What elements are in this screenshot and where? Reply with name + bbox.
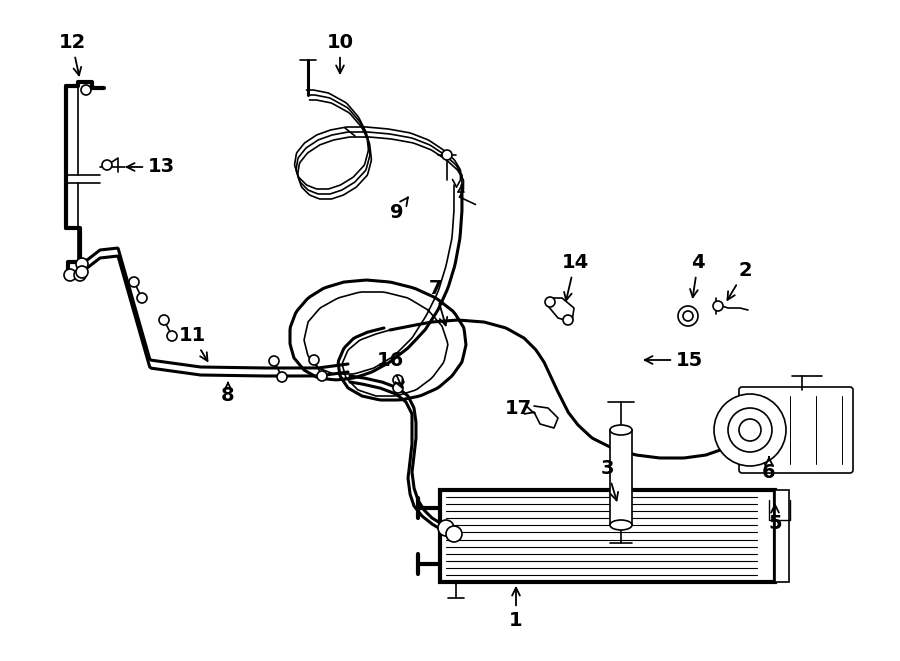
Circle shape: [102, 160, 112, 170]
Text: 2: 2: [727, 261, 752, 300]
Circle shape: [393, 375, 403, 385]
Circle shape: [317, 371, 327, 381]
Text: 17: 17: [505, 399, 535, 418]
Ellipse shape: [610, 520, 632, 530]
Circle shape: [393, 383, 403, 393]
Bar: [440, 490, 775, 582]
Text: 10: 10: [327, 33, 354, 73]
Circle shape: [728, 408, 772, 452]
Text: 4: 4: [690, 253, 705, 297]
Text: 15: 15: [644, 350, 703, 369]
Circle shape: [309, 355, 319, 365]
Circle shape: [137, 293, 147, 303]
Text: 12: 12: [58, 33, 86, 75]
Circle shape: [64, 269, 76, 281]
Circle shape: [81, 85, 91, 95]
Text: 14: 14: [562, 253, 589, 300]
Circle shape: [159, 315, 169, 325]
Text: 1: 1: [509, 588, 523, 630]
Circle shape: [683, 311, 693, 321]
Circle shape: [545, 297, 555, 307]
Text: 5: 5: [769, 505, 782, 533]
Text: 11: 11: [178, 326, 208, 361]
Ellipse shape: [610, 425, 632, 435]
Circle shape: [76, 266, 88, 278]
Circle shape: [438, 520, 454, 536]
Circle shape: [563, 315, 573, 325]
Circle shape: [442, 150, 452, 160]
Text: 8: 8: [221, 383, 235, 405]
Circle shape: [739, 419, 761, 441]
Circle shape: [74, 269, 86, 281]
Circle shape: [129, 277, 139, 287]
Circle shape: [76, 258, 88, 270]
Bar: [775, 490, 789, 582]
Circle shape: [269, 356, 279, 366]
Text: 7: 7: [428, 279, 447, 325]
FancyBboxPatch shape: [739, 387, 853, 473]
Circle shape: [277, 372, 287, 382]
Circle shape: [167, 331, 177, 341]
Text: 16: 16: [376, 351, 403, 387]
Circle shape: [713, 301, 723, 311]
Text: 3: 3: [600, 459, 618, 500]
Text: 9: 9: [391, 198, 408, 222]
Circle shape: [678, 306, 698, 326]
Text: 6: 6: [762, 457, 776, 482]
Bar: [610, 430, 632, 525]
Text: 13: 13: [127, 157, 176, 176]
Circle shape: [714, 394, 786, 466]
Circle shape: [446, 526, 462, 542]
